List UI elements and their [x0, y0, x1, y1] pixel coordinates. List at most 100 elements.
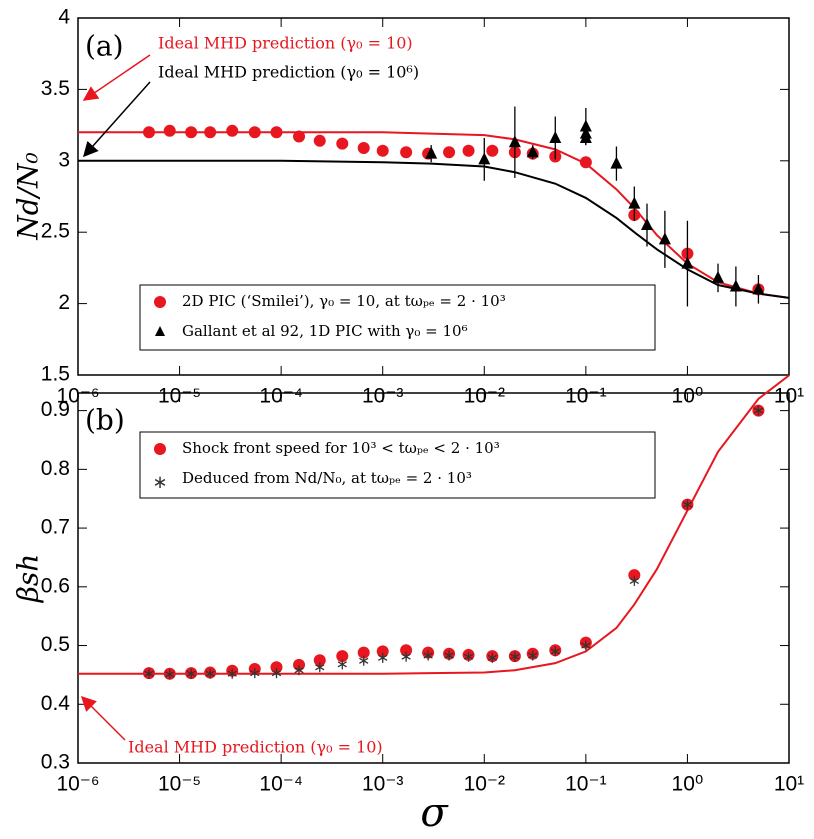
x-tick-label: 10⁻⁶ — [56, 773, 99, 796]
data-point — [486, 144, 499, 157]
y-tick-label: 2.5 — [41, 220, 70, 243]
data-point — [401, 651, 411, 662]
plot-frame — [77, 17, 790, 376]
legend-symbol — [155, 326, 165, 336]
data-point — [712, 270, 725, 283]
y-tick-label: 0.6 — [41, 574, 70, 597]
data-point — [478, 152, 491, 165]
data-point — [248, 126, 261, 139]
data-point — [376, 645, 389, 658]
data-point — [144, 668, 154, 679]
panel-label: (a) — [85, 30, 124, 63]
x-tick-label: 10⁻³ — [362, 773, 403, 796]
data-point — [549, 130, 562, 143]
legend-label: 2D PIC (‘Smilei’), γ₀ = 10, at tωₚₑ = 2 … — [182, 292, 506, 310]
legend-symbol — [154, 443, 166, 455]
data-point — [313, 134, 326, 147]
legend-symbol: ∗ — [152, 472, 167, 492]
legend-box — [139, 284, 656, 351]
data-point — [336, 137, 349, 150]
annotation-arrow — [83, 81, 151, 158]
data-point — [444, 650, 454, 661]
data-point — [293, 130, 306, 143]
panel-label: (b) — [85, 404, 125, 437]
annotation: Ideal MHD prediction (γ₀ = 10) — [158, 34, 413, 53]
data-point — [400, 146, 413, 159]
data-point — [313, 654, 326, 667]
y-tick-label: 0.5 — [41, 633, 70, 656]
x-tick-label: 10⁻⁵ — [158, 773, 201, 796]
data-point — [681, 256, 694, 269]
data-point — [271, 668, 282, 679]
data-point — [376, 144, 389, 157]
data-point — [610, 156, 623, 169]
data-point — [227, 668, 237, 679]
data-point — [658, 232, 671, 245]
data-point — [270, 126, 283, 139]
data-point — [487, 652, 497, 663]
data-point — [357, 646, 370, 659]
y-tick-label: 3 — [58, 148, 70, 171]
data-point — [270, 661, 283, 674]
legend-label: Shock front speed for 10³ < tωₚₑ < 2 · 1… — [182, 439, 500, 457]
data-point — [378, 652, 388, 663]
x-tick-label: 10⁰ — [672, 773, 704, 796]
data-point — [641, 218, 654, 231]
data-point — [753, 405, 764, 416]
x-tick-label: 10⁻² — [464, 773, 505, 796]
data-point — [205, 668, 215, 679]
data-point — [315, 662, 325, 673]
legend-box — [139, 431, 656, 499]
y-tick-label: 0.9 — [41, 398, 70, 421]
y-tick-label: 0.4 — [41, 692, 71, 715]
data-point — [185, 126, 198, 139]
data-point — [250, 668, 260, 679]
data-point — [443, 146, 456, 159]
data-point — [359, 655, 369, 666]
curve — [78, 374, 790, 675]
data-point — [142, 126, 155, 139]
data-point — [508, 135, 521, 148]
data-point — [336, 650, 349, 663]
data-point — [423, 650, 433, 661]
plot-frame — [77, 392, 790, 764]
y-tick-label: 0.3 — [41, 751, 70, 774]
data-point — [425, 146, 438, 159]
data-point — [526, 145, 539, 158]
y-tick-label: 4 — [58, 6, 70, 29]
x-tick-label: 10⁻¹ — [565, 773, 606, 796]
legend-symbol — [154, 296, 166, 308]
legend-label: Deduced from Nd/N₀, at tωₚₑ = 2 · 10³ — [182, 469, 472, 487]
annotation-arrow — [80, 695, 126, 741]
curve — [78, 131, 790, 299]
data-point — [165, 669, 175, 680]
y-tick-label: 0.8 — [41, 457, 70, 480]
data-point — [528, 650, 538, 661]
annotation: Ideal MHD prediction (γ₀ = 10⁶) — [158, 63, 419, 82]
y-tick-label: 0.7 — [41, 516, 70, 539]
y-axis-label: Nd/N₀ — [12, 152, 45, 241]
y-axis-label: βsh — [12, 554, 45, 604]
data-point — [752, 282, 765, 295]
legend-label: Gallant et al 92, 1D PIC with γ₀ = 10⁶ — [182, 322, 468, 340]
data-point — [579, 130, 592, 143]
data-point — [628, 569, 641, 582]
data-point — [629, 575, 639, 586]
y-tick-label: 1.5 — [41, 363, 70, 386]
data-point — [337, 659, 347, 670]
data-point — [510, 651, 520, 662]
x-axis-label: σ — [420, 790, 449, 836]
data-point — [400, 644, 413, 657]
data-point — [226, 124, 239, 137]
data-point — [294, 665, 304, 676]
data-point — [581, 640, 591, 651]
x-tick-label: 10¹ — [774, 773, 804, 796]
y-tick-label: 3.5 — [41, 77, 70, 100]
data-point — [729, 279, 742, 292]
curve — [78, 159, 790, 299]
data-point — [163, 124, 176, 137]
data-point — [579, 156, 592, 169]
data-point — [357, 141, 370, 154]
data-point — [463, 651, 474, 662]
